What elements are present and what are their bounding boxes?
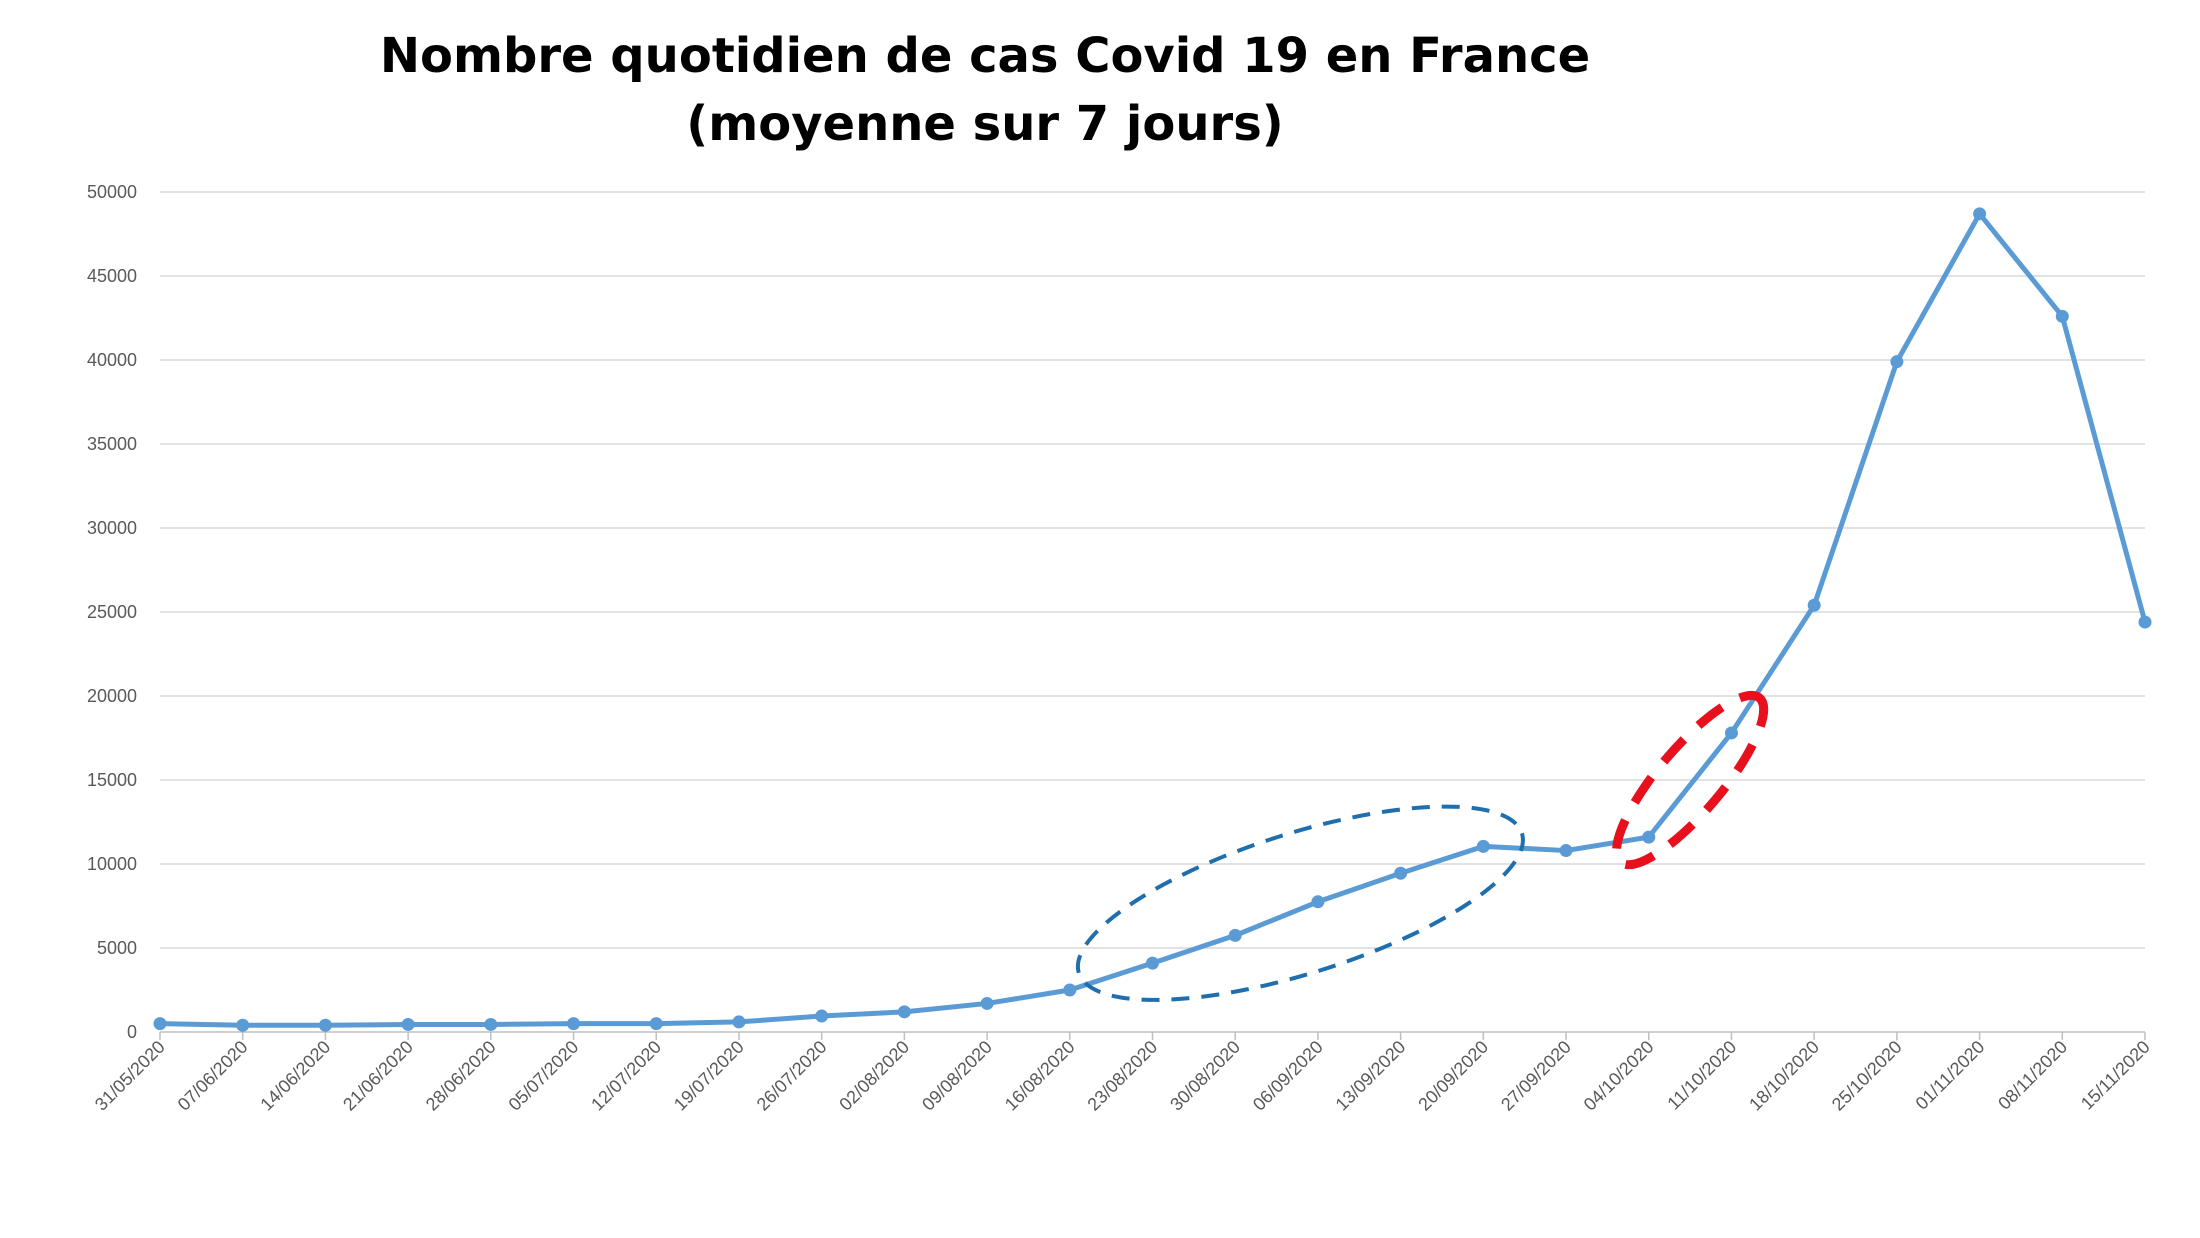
- x-tick-label: 16/08/2020: [1001, 1037, 1079, 1115]
- y-tick-label: 20000: [87, 686, 137, 706]
- series-group: [153, 207, 2152, 1032]
- annotation-ellipses: [1075, 690, 1769, 1002]
- y-tick-label: 40000: [87, 350, 137, 370]
- y-tick-label: 50000: [87, 182, 137, 202]
- x-tick-label: 19/07/2020: [670, 1037, 748, 1115]
- data-point: [1890, 355, 1904, 369]
- data-point: [153, 1017, 167, 1031]
- data-point: [1146, 956, 1159, 970]
- y-tick-label: 45000: [87, 266, 137, 286]
- series-line: [157, 211, 2148, 1028]
- data-point: [484, 1017, 498, 1031]
- x-tick-label: 30/08/2020: [1166, 1037, 1244, 1115]
- x-axis: [159, 1031, 2146, 1040]
- data-point: [567, 1017, 581, 1031]
- x-tick-label: 07/06/2020: [174, 1037, 252, 1115]
- data-point: [1476, 839, 1490, 853]
- x-tick-label: 01/11/2020: [1912, 1037, 1989, 1114]
- x-tick-label: 25/10/2020: [1828, 1037, 1906, 1115]
- data-point: [815, 1009, 829, 1023]
- grid-lines: [160, 191, 2145, 949]
- data-point: [2138, 615, 2152, 629]
- data-point: [1311, 895, 1325, 909]
- x-tick-label: 14/06/2020: [256, 1037, 334, 1115]
- data-point: [236, 1018, 250, 1032]
- chart-title-block: Nombre quotidien de cas Covid 19 en Fran…: [0, 22, 1970, 158]
- x-tick-label: 05/07/2020: [505, 1037, 583, 1115]
- y-tick-label: 5000: [97, 938, 137, 958]
- x-tick-label: 15/11/2020: [2077, 1037, 2154, 1114]
- data-point: [1063, 983, 1077, 997]
- chart-subtitle: (moyenne sur 7 jours): [686, 96, 1284, 152]
- x-tick-label: 27/09/2020: [1497, 1037, 1575, 1115]
- data-point: [401, 1017, 415, 1031]
- chart-title: Nombre quotidien de cas Covid 19 en Fran…: [379, 28, 1591, 84]
- y-tick-label: 15000: [87, 770, 137, 790]
- data-point: [2055, 309, 2069, 323]
- annotation-ellipse-blue: [1075, 804, 1525, 1002]
- x-tick-label: 28/06/2020: [422, 1037, 500, 1115]
- data-point: [1973, 207, 1987, 221]
- y-tick-label: 0: [127, 1022, 137, 1042]
- x-tick-label: 08/11/2020: [1994, 1037, 2071, 1114]
- x-tick-label: 12/07/2020: [587, 1037, 665, 1115]
- y-tick-label: 30000: [87, 518, 137, 538]
- x-tick-label: 02/08/2020: [835, 1037, 913, 1115]
- data-point: [1807, 598, 1821, 612]
- x-tick-label: 13/09/2020: [1332, 1037, 1410, 1115]
- data-point: [1559, 844, 1573, 858]
- x-tick-label: 21/06/2020: [339, 1037, 417, 1115]
- data-point: [649, 1017, 663, 1031]
- data-point: [1228, 928, 1242, 942]
- y-tick-label: 10000: [87, 854, 137, 874]
- x-tick-label: 11/10/2020: [1663, 1037, 1740, 1114]
- data-point: [318, 1018, 332, 1032]
- annotation-ellipse-red: [1612, 690, 1769, 870]
- x-tick-label: 09/08/2020: [918, 1037, 996, 1115]
- x-tick-label: 20/09/2020: [1414, 1037, 1492, 1115]
- data-point: [1642, 830, 1656, 844]
- data-point: [732, 1015, 746, 1029]
- data-point: [1394, 866, 1408, 880]
- data-point: [1724, 726, 1738, 740]
- x-tick-label: 31/05/2020: [91, 1037, 169, 1115]
- data-point: [980, 996, 994, 1010]
- x-tick-label: 23/08/2020: [1083, 1037, 1161, 1115]
- data-point: [897, 1005, 911, 1019]
- x-tick-labels: 31/05/2020 07/06/2020 14/06/2020 21/06/2020…: [91, 1037, 2154, 1115]
- y-tick-label: 25000: [87, 602, 137, 622]
- x-tick-label: 04/10/2020: [1580, 1037, 1658, 1115]
- x-tick-label: 06/09/2020: [1249, 1037, 1327, 1115]
- x-tick-label: 26/07/2020: [753, 1037, 831, 1115]
- x-tick-label: 18/10/2020: [1745, 1037, 1823, 1115]
- y-tick-label: 35000: [87, 434, 137, 454]
- y-tick-labels: 0 5000 10000 15000 20000 25000 30000 35000 40000…: [87, 182, 137, 1042]
